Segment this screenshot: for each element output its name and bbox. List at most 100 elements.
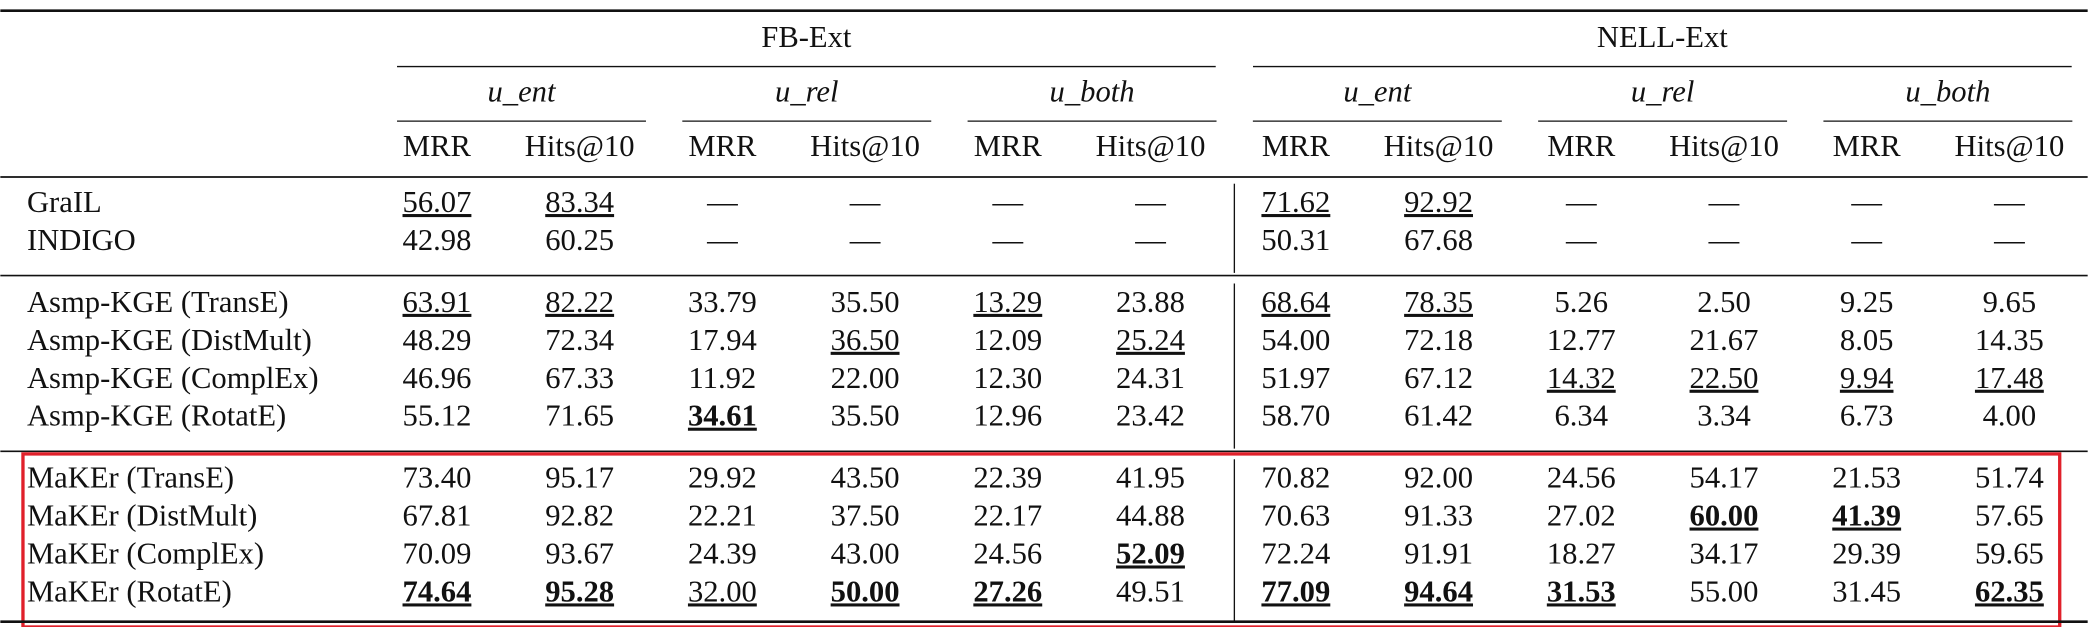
cell: —: [991, 223, 1023, 257]
cell: 73.40: [403, 461, 472, 495]
metric-header: Hits@10: [810, 129, 920, 163]
cell: 71.62: [1261, 185, 1330, 219]
cell: 70.09: [403, 536, 472, 570]
cell: 91.91: [1404, 536, 1473, 570]
cell: 31.45: [1832, 574, 1901, 608]
cell: 72.34: [545, 323, 614, 357]
cell: 18.27: [1547, 536, 1616, 570]
cell: 78.35: [1404, 285, 1473, 319]
cell: 24.31: [1116, 361, 1185, 395]
cell: 35.50: [831, 285, 900, 319]
metric-header: MRR: [974, 129, 1043, 163]
cell: 27.02: [1547, 499, 1616, 533]
cell: —: [1993, 223, 2025, 257]
cell: 58.70: [1261, 399, 1330, 433]
cell: 94.64: [1404, 574, 1473, 608]
method-name: MaKEr (DistMult): [27, 499, 257, 533]
subgroup-header: u_both: [1905, 75, 1990, 109]
subgroup-header: u_ent: [487, 75, 556, 109]
cell: 60.00: [1690, 499, 1759, 533]
cell: 74.64: [403, 574, 472, 608]
metric-header: MRR: [1262, 129, 1331, 163]
cell: —: [1565, 223, 1597, 257]
cell: 22.21: [688, 499, 757, 533]
cell: 9.94: [1840, 361, 1894, 395]
cell: —: [991, 185, 1023, 219]
cell: 55.00: [1690, 574, 1759, 608]
cell: 21.67: [1690, 323, 1759, 357]
cell: 25.24: [1116, 323, 1185, 357]
cell: 54.17: [1690, 461, 1759, 495]
subgroup-header: u_both: [1050, 75, 1135, 109]
metric-header: MRR: [403, 129, 472, 163]
metric-header: Hits@10: [1954, 129, 2064, 163]
method-name: Asmp-KGE (TransE): [27, 285, 289, 319]
cell: 23.88: [1116, 285, 1185, 319]
cell: 22.50: [1690, 361, 1759, 395]
cell: 95.17: [545, 461, 614, 495]
method-name: Asmp-KGE (RotatE): [27, 399, 286, 433]
cell: 4.00: [1983, 399, 2037, 433]
cell: 27.26: [973, 574, 1042, 608]
cell: —: [1850, 223, 1882, 257]
cell: 12.30: [973, 361, 1042, 395]
cell: 95.28: [545, 574, 614, 608]
method-name: Asmp-KGE (DistMult): [27, 323, 312, 357]
cell: 63.91: [403, 285, 472, 319]
method-name: GraIL: [27, 185, 102, 219]
metric-header: MRR: [1547, 129, 1616, 163]
cell: 41.95: [1116, 461, 1185, 495]
cell: 29.39: [1832, 536, 1901, 570]
cell: 2.50: [1697, 285, 1751, 319]
cell: 70.63: [1261, 499, 1330, 533]
cell: 71.65: [545, 399, 614, 433]
cell: 12.96: [973, 399, 1042, 433]
cell: 24.56: [973, 536, 1042, 570]
metric-header: Hits@10: [1384, 129, 1494, 163]
cell: 36.50: [831, 323, 900, 357]
cell: 70.82: [1261, 461, 1330, 495]
cell: 35.50: [831, 399, 900, 433]
cell: 13.29: [973, 285, 1042, 319]
cell: 92.00: [1404, 461, 1473, 495]
cell: 82.22: [545, 285, 614, 319]
cell: 14.35: [1975, 323, 2044, 357]
metric-header: Hits@10: [1669, 129, 1779, 163]
cell: 51.74: [1975, 461, 2044, 495]
cell: 11.92: [689, 361, 757, 395]
metric-header: MRR: [688, 129, 757, 163]
cell: 46.96: [403, 361, 472, 395]
cell: 29.92: [688, 461, 757, 495]
cell: 44.88: [1116, 499, 1185, 533]
cell: 61.42: [1404, 399, 1473, 433]
cell: 8.05: [1840, 323, 1894, 357]
cell: 92.82: [545, 499, 614, 533]
cell: 67.33: [545, 361, 614, 395]
cell: —: [1708, 223, 1740, 257]
metric-header: Hits@10: [1096, 129, 1206, 163]
method-name: MaKEr (ComplEx): [27, 536, 264, 570]
cell: 12.77: [1547, 323, 1616, 357]
group-header: FB-Ext: [761, 20, 852, 54]
cell: 77.09: [1261, 574, 1330, 608]
cell: —: [1708, 185, 1740, 219]
cell: 91.33: [1404, 499, 1473, 533]
cell: 23.42: [1116, 399, 1185, 433]
cell: 22.00: [831, 361, 900, 395]
cell: 57.65: [1975, 499, 2044, 533]
cell: 62.35: [1975, 574, 2044, 608]
cell: 59.65: [1975, 536, 2044, 570]
cell: 22.39: [973, 461, 1042, 495]
cell: —: [849, 185, 881, 219]
cell: 17.94: [688, 323, 757, 357]
cell: —: [1134, 223, 1166, 257]
cell: 9.25: [1840, 285, 1894, 319]
cell: 48.29: [403, 323, 472, 357]
cell: —: [1993, 185, 2025, 219]
cell: 67.12: [1404, 361, 1473, 395]
cell: 31.53: [1547, 574, 1616, 608]
subgroup-header: u_rel: [775, 75, 838, 109]
cell: —: [706, 223, 738, 257]
cell: 56.07: [403, 185, 472, 219]
